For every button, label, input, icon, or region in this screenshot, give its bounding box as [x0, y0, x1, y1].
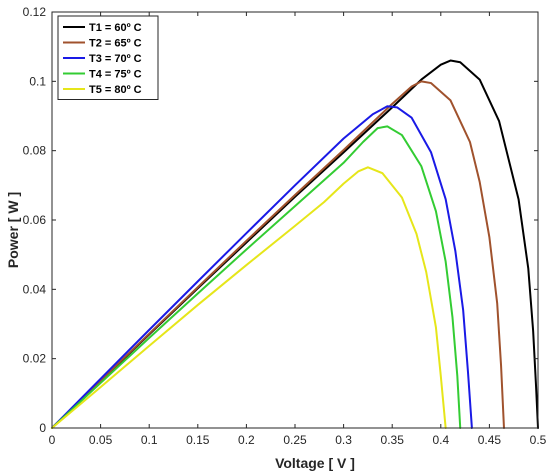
y-tick-label: 0.06: [23, 213, 47, 227]
legend-label-t1: T1 = 60º C: [89, 22, 142, 34]
legend-label-t2: T2 = 65º C: [89, 38, 142, 50]
x-tick-label: 0: [49, 433, 56, 447]
legend-label-t4: T4 = 75º C: [89, 69, 142, 81]
legend: T1 = 60º C T2 = 65º C T3 = 70º C T4 = 75º C…: [57, 15, 159, 100]
y-tick-label: 0: [39, 421, 46, 435]
x-tick-label: 0.2: [238, 433, 255, 447]
x-tick-label: 0.45: [478, 433, 502, 447]
legend-items: T1 = 60º C T2 = 65º C T3 = 70º C T4 = 75º C…: [63, 22, 142, 96]
legend-label-t5: T5 = 80º C: [89, 84, 142, 96]
series-line-t4: [51, 125, 462, 429]
x-tick-label: 0.25: [283, 433, 307, 447]
x-tick-label: 0.05: [89, 433, 113, 447]
y-tick-label: 0.04: [23, 282, 47, 296]
y-tick-label: 0.1: [29, 74, 46, 88]
y-tick-label: 0.08: [23, 144, 47, 158]
series-line-t5: [51, 166, 447, 429]
y-axis-title: Power [ W ]: [5, 192, 21, 268]
ticks-layer: 0 0.05 0.1 0.15 0.2 0.25 0.3 0.35 0.4 0.45 0.5 0 0.0…: [23, 5, 547, 447]
y-tick-label: 0.02: [23, 352, 47, 366]
x-tick-label: 0.4: [432, 433, 449, 447]
x-tick-label: 0.15: [186, 433, 210, 447]
x-tick-label: 0.35: [381, 433, 405, 447]
y-tick-label: 0.12: [23, 5, 47, 19]
series-line-t2: [51, 80, 505, 429]
legend-label-t3: T3 = 70º C: [89, 53, 142, 65]
x-tick-label: 0.1: [141, 433, 158, 447]
series-layer: [51, 59, 539, 429]
x-tick-label: 0.3: [335, 433, 352, 447]
x-axis-title: Voltage [ V ]: [275, 455, 355, 471]
series-line-t3: [51, 105, 473, 429]
x-tick-label: 0.5: [530, 433, 547, 447]
